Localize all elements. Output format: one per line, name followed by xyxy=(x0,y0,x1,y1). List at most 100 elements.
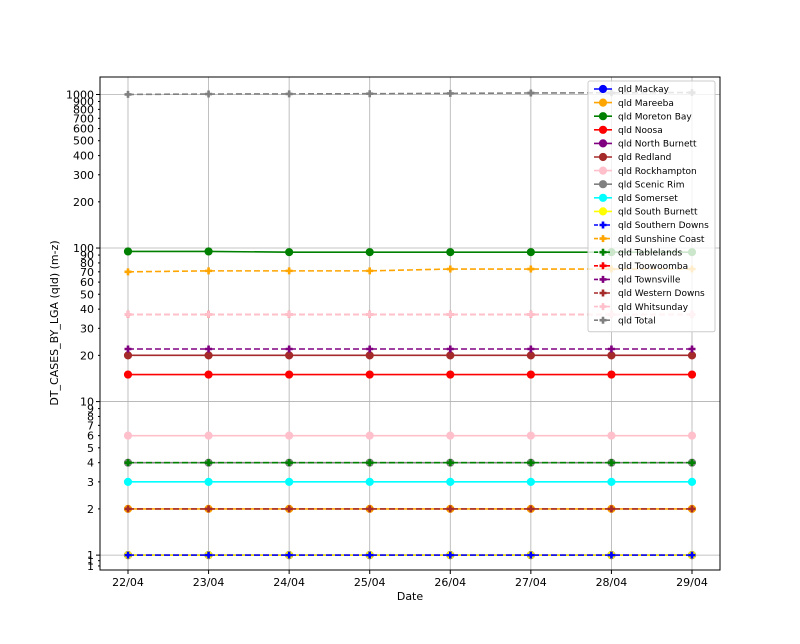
data-point xyxy=(527,551,535,559)
y-tick-label: 700 xyxy=(73,112,94,125)
data-point xyxy=(123,370,133,379)
legend-marker xyxy=(598,180,608,189)
data-point xyxy=(446,310,454,318)
x-tick-label: 28/04 xyxy=(596,576,628,589)
series-qld-noosa xyxy=(123,370,697,379)
legend-entry: qld Mackay xyxy=(594,84,670,95)
legend-entry: qld Somerset xyxy=(594,193,678,204)
data-point xyxy=(687,477,697,486)
data-point xyxy=(365,477,374,486)
legend-label: qld Western Downs xyxy=(618,289,705,299)
data-point xyxy=(607,551,615,559)
legend-label: qld Redland xyxy=(618,153,671,163)
legend-marker xyxy=(598,166,608,175)
data-point xyxy=(527,89,535,97)
legend-marker xyxy=(599,303,607,311)
data-point xyxy=(366,310,374,318)
y-tick-label: 8 xyxy=(87,410,94,423)
y-tick-label: 1 xyxy=(87,555,94,568)
y-tick-label: 4 xyxy=(87,457,94,470)
data-point xyxy=(607,351,616,360)
data-point xyxy=(446,345,454,353)
data-point xyxy=(526,477,535,486)
data-point xyxy=(366,267,374,275)
legend-entry: qld Sunshine Coast xyxy=(594,235,705,245)
legend-marker xyxy=(598,112,608,121)
legend-entry: qld Rockhampton xyxy=(594,166,697,177)
data-point xyxy=(204,351,213,360)
legend-marker xyxy=(598,98,608,107)
data-point xyxy=(607,431,616,440)
data-point xyxy=(446,89,454,97)
legend-label: qld Mackay xyxy=(618,85,670,95)
data-point xyxy=(607,505,615,513)
legend-label: qld Townsville xyxy=(618,276,681,286)
y-tick-label: 400 xyxy=(73,150,94,163)
data-point xyxy=(687,431,697,440)
data-point xyxy=(205,310,213,318)
data-point xyxy=(688,551,696,559)
y-tick-label: 30 xyxy=(80,322,94,335)
legend-marker xyxy=(599,262,607,270)
data-point xyxy=(204,370,213,379)
data-point xyxy=(124,268,132,276)
data-point xyxy=(124,90,132,98)
data-point xyxy=(123,247,133,256)
data-point xyxy=(607,459,615,467)
legend-label: qld Southern Downs xyxy=(618,221,709,231)
data-point xyxy=(205,90,213,98)
legend-marker xyxy=(599,248,607,256)
legend-entry: qld Scenic Rim xyxy=(594,180,685,190)
data-point xyxy=(688,505,696,513)
legend-marker xyxy=(598,139,608,148)
y-tick-label: 7 xyxy=(87,419,94,432)
data-point xyxy=(527,345,535,353)
y-axis-label: DT_CASES_BY_LGA (qld) (m-z) xyxy=(48,240,61,405)
legend-entry: qld Whitsunday xyxy=(594,303,689,313)
y-tick-label: 1 xyxy=(87,560,94,573)
y-tick-label: 40 xyxy=(80,303,94,316)
y-tick-label: 3 xyxy=(87,476,94,489)
data-point xyxy=(123,431,133,440)
data-point xyxy=(366,345,374,353)
legend-entry: qld North Burnett xyxy=(594,139,697,150)
data-point xyxy=(205,459,213,467)
legend-label: qld Total xyxy=(618,316,656,326)
data-point xyxy=(285,351,294,360)
y-tick-label: 1000 xyxy=(66,88,94,101)
data-point xyxy=(607,345,615,353)
series-qld-rockhampton xyxy=(123,431,697,440)
x-tick-label: 22/04 xyxy=(112,576,144,589)
data-point xyxy=(366,551,374,559)
data-point xyxy=(365,351,374,360)
data-point xyxy=(204,431,213,440)
legend-entry: qld Tablelands xyxy=(594,248,682,258)
data-point xyxy=(688,345,696,353)
x-axis-label: Date xyxy=(397,590,424,603)
legend-marker xyxy=(598,193,608,202)
data-point xyxy=(365,248,374,257)
data-point xyxy=(285,310,293,318)
y-tick-label: 800 xyxy=(73,103,94,116)
data-point xyxy=(526,431,535,440)
data-point xyxy=(285,267,293,275)
legend-label: qld Sunshine Coast xyxy=(618,235,705,245)
data-point xyxy=(285,90,293,98)
legend-entry: qld Western Downs xyxy=(594,289,705,299)
y-tick-label: 1 xyxy=(87,549,94,562)
legend-marker xyxy=(599,289,607,297)
legend-entry: qld Townsville xyxy=(594,276,681,286)
x-tick-label: 26/04 xyxy=(434,576,466,589)
data-point xyxy=(205,345,213,353)
y-tick-label: 500 xyxy=(73,135,94,148)
y-tick-label: 900 xyxy=(73,96,94,109)
legend-marker xyxy=(599,316,607,324)
y-tick-label: 9 xyxy=(87,403,94,416)
legend-entry: qld Moreton Bay xyxy=(594,112,692,122)
plot-frame xyxy=(99,76,721,571)
y-tick-label: 200 xyxy=(73,196,94,209)
data-point xyxy=(527,310,535,318)
legend-entry: qld Toowoomba xyxy=(594,262,688,272)
